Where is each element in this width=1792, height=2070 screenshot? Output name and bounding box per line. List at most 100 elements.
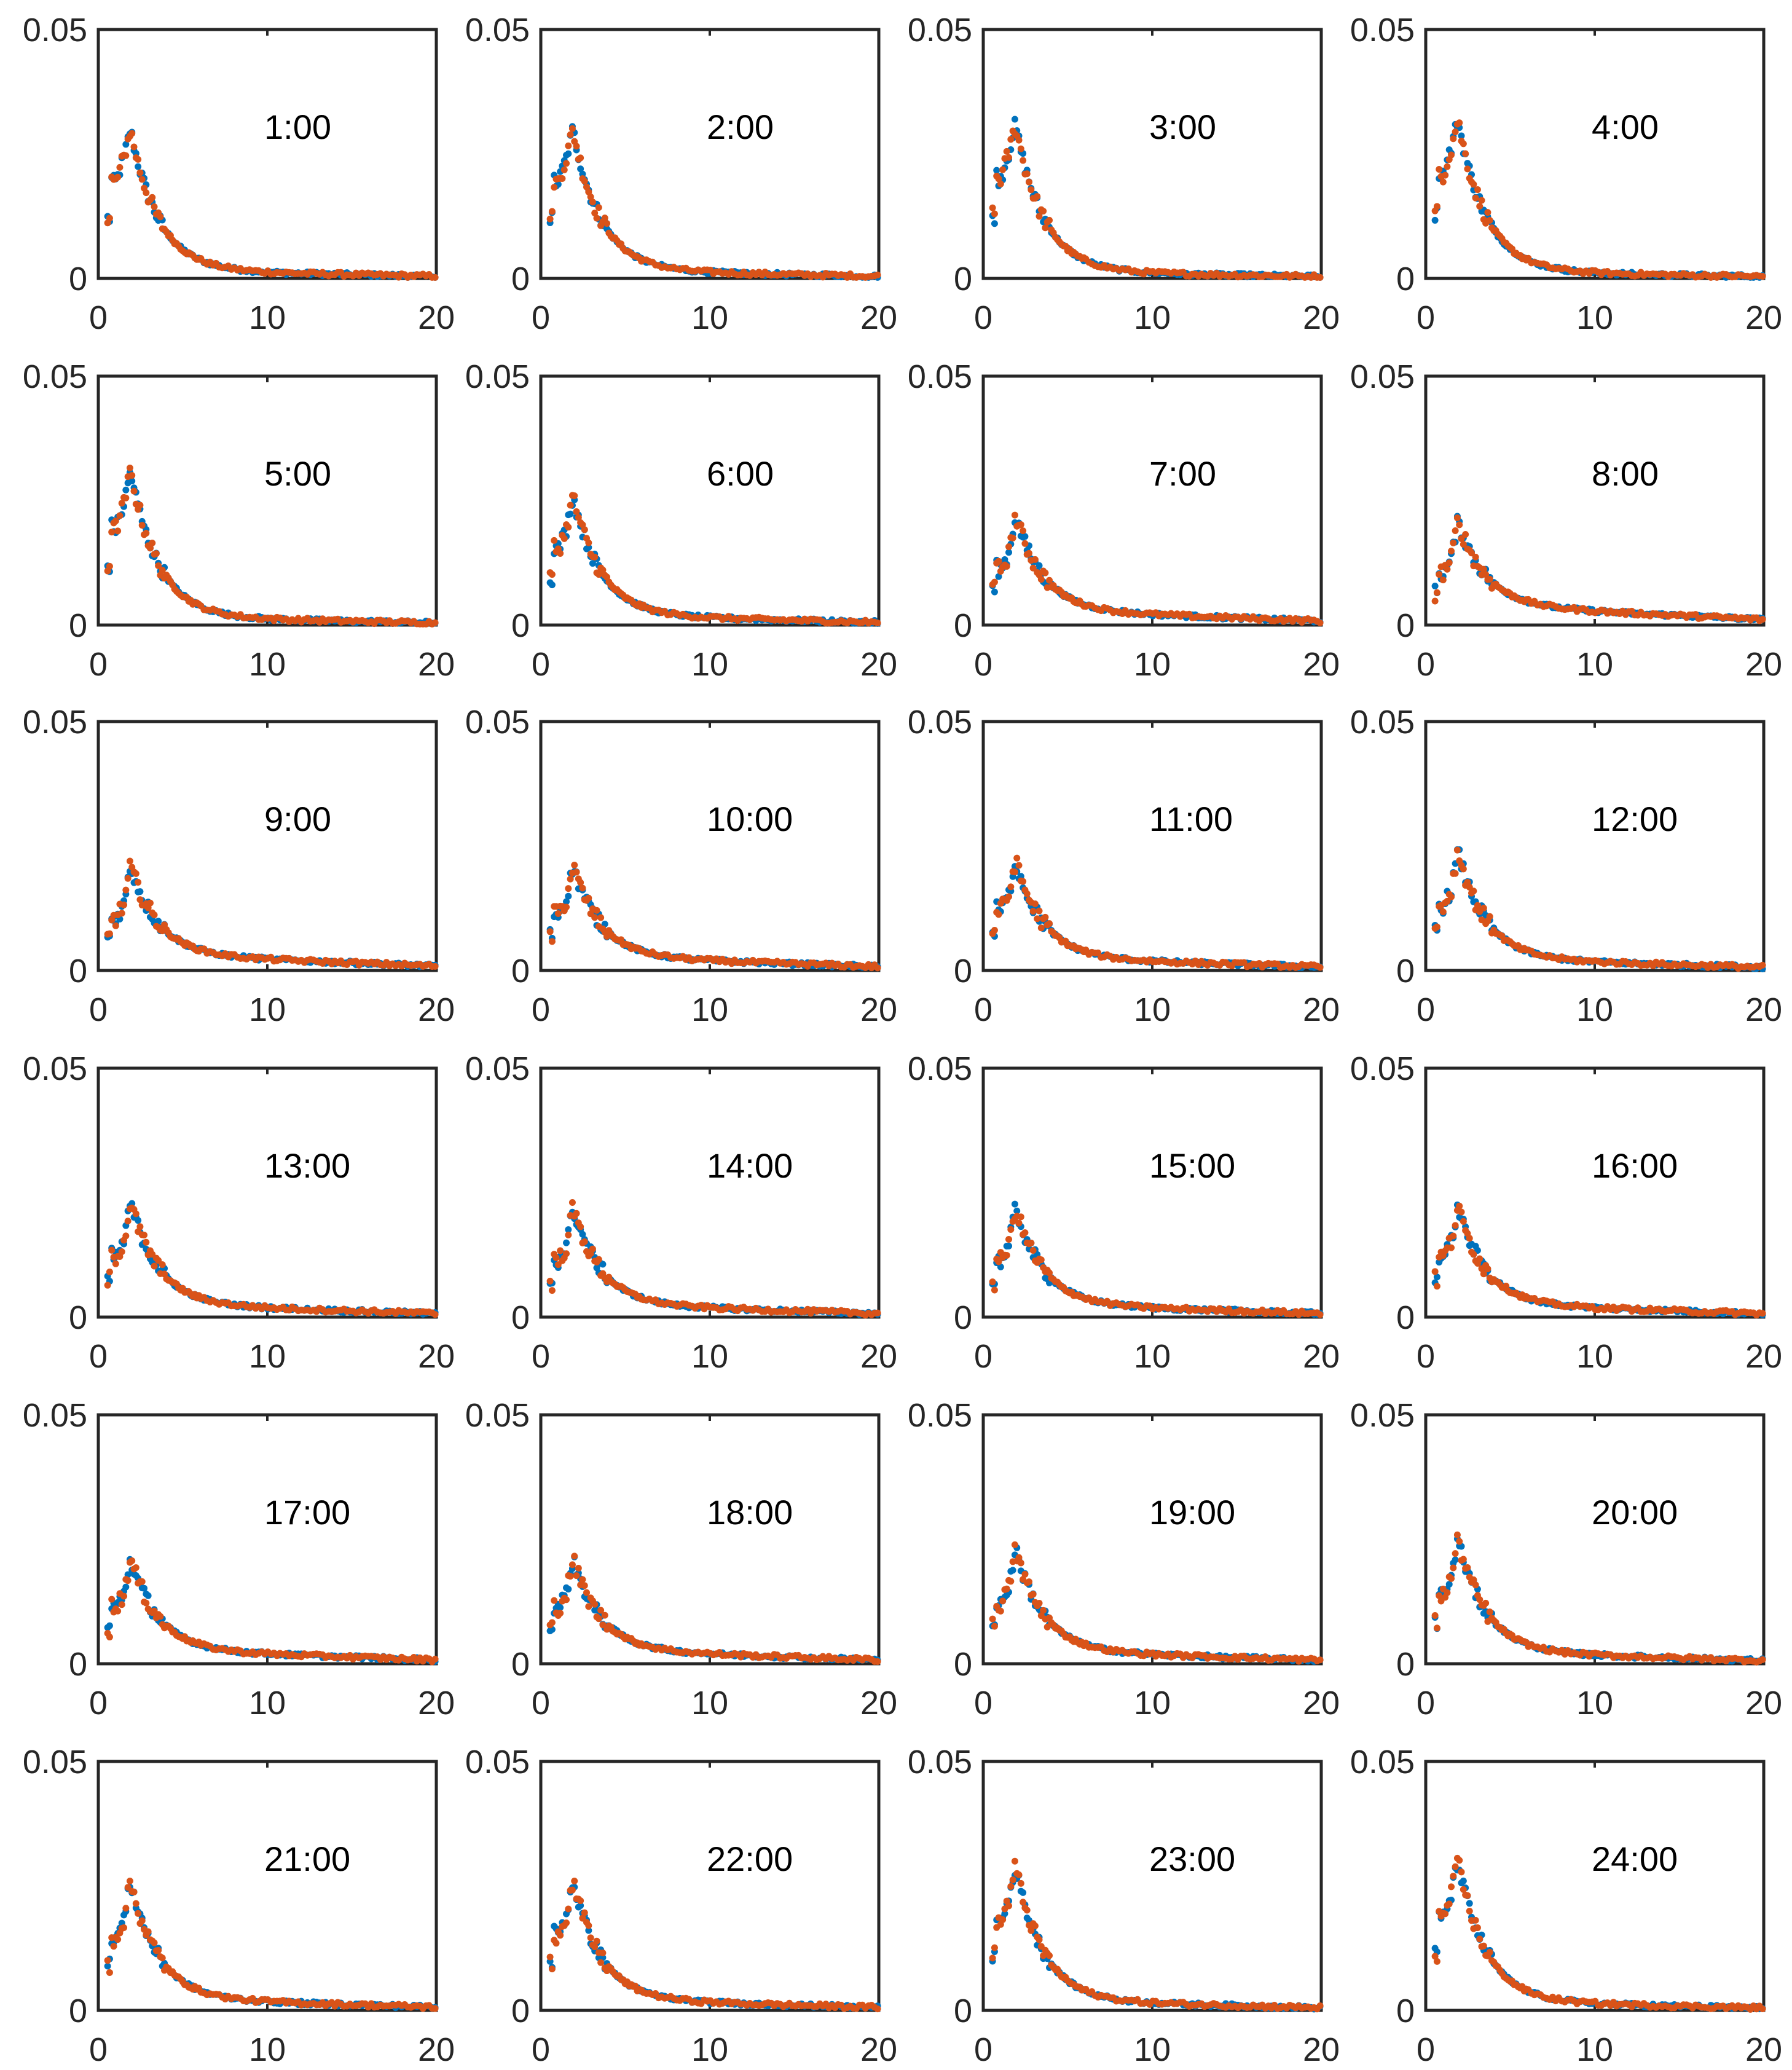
data-point [548,571,556,578]
data-point [124,875,132,882]
data-point [112,518,119,525]
panel-label: 9:00 [264,800,331,838]
data-point [120,1592,128,1600]
data-point [118,1248,125,1256]
y-tick-label: 0.05 [908,704,972,741]
data-point [1452,870,1459,877]
x-tick-label: 20 [418,646,455,683]
y-tick-label: 0.05 [465,12,530,49]
data-point [149,539,156,546]
x-tick-label: 10 [691,991,728,1028]
data-point [563,160,570,167]
data-point [136,896,144,903]
data-point [601,214,608,222]
data-point [573,143,580,150]
data-point [1445,559,1453,567]
x-tick-label: 20 [418,299,455,336]
axes-box [96,1066,438,1319]
data-point [431,1655,439,1663]
data-point [603,220,611,227]
data-point [1431,582,1439,589]
data-point [1450,1232,1457,1240]
data-point [1005,1235,1013,1243]
data-point [1486,576,1493,583]
x-tick-label: 0 [1417,991,1435,1028]
data-point [1031,556,1039,563]
data-point [595,1615,602,1623]
data-point [567,131,574,138]
data-point [126,857,133,865]
x-tick-label: 20 [1303,646,1340,683]
axes-box [539,1413,881,1666]
axes-box [539,720,881,972]
data-point [579,1576,586,1583]
axes-box [981,720,1323,972]
y-tick-label: 0 [1396,1299,1415,1336]
data-point [108,1596,116,1603]
axes-box [981,1066,1323,1319]
data-point [560,166,568,173]
data-point [577,165,584,173]
data-point [157,1613,164,1620]
panel-label: 12:00 [1592,800,1678,838]
series_b-points [104,1204,439,1318]
data-point [1316,964,1324,971]
data-point [563,1596,570,1604]
data-point [1480,565,1487,573]
y-tick-label: 0.05 [1350,12,1415,49]
data-point [999,1597,1007,1605]
data-point [874,620,881,627]
data-point [991,220,998,227]
x-tick-label: 20 [418,991,455,1028]
panel-label: 3:00 [1149,108,1216,146]
data-point [1460,140,1467,148]
data-point [1759,616,1766,623]
data-point [581,178,588,185]
axes-box [96,1413,438,1666]
data-point [1458,1208,1465,1216]
data-point [118,1601,125,1608]
data-point [1037,576,1045,583]
data-point [1020,527,1027,535]
data-point [1021,1570,1029,1578]
data-point [548,938,556,945]
x-tick-label: 0 [89,646,108,683]
axes-box [539,28,881,280]
data-point [1452,1222,1459,1229]
data-point [149,194,156,201]
data-point [1433,923,1440,931]
y-tick-label: 0.05 [908,1050,972,1087]
axes-box [1424,374,1766,627]
data-point [599,566,607,573]
data-point [122,1232,130,1240]
data-point [565,885,572,892]
data-point [575,514,582,521]
y-tick-label: 0.05 [465,1397,530,1434]
data-point [557,1610,564,1617]
data-point [106,1622,113,1629]
y-tick-label: 0 [1396,953,1415,990]
data-point [577,879,584,886]
data-point [106,930,113,937]
x-tick-label: 0 [532,299,550,336]
data-point [554,910,562,918]
data-point [114,527,122,535]
x-tick-label: 0 [89,1685,108,1722]
series_b-points [989,511,1324,626]
data-point [1436,571,1443,578]
data-point [1007,136,1015,143]
data-point [138,1578,146,1585]
panel-label: 16:00 [1592,1146,1678,1185]
x-tick-label: 10 [249,1685,286,1722]
data-point [589,199,596,206]
data-point [1009,1567,1016,1574]
x-tick-label: 20 [860,646,897,683]
x-tick-label: 10 [1134,1685,1171,1722]
data-point [151,1262,158,1270]
